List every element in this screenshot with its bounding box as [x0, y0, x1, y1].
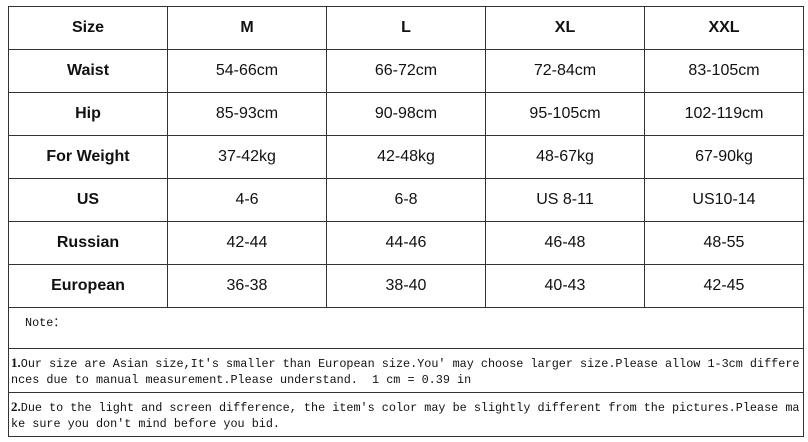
note-item: 2.Due to the light and screen difference… [9, 393, 803, 437]
header-cell: XXL [644, 6, 804, 50]
row-label: European [8, 264, 168, 308]
header-cell: L [326, 6, 486, 50]
cell: 85-93cm [167, 92, 327, 136]
header-row: Size M L XL XXL [8, 6, 804, 50]
cell: 6-8 [326, 178, 486, 222]
cell: 46-48 [485, 221, 645, 265]
row-label: US [8, 178, 168, 222]
cell: 4-6 [167, 178, 327, 222]
note-text: Due to the light and screen difference, … [11, 401, 800, 431]
cell: 83-105cm [644, 49, 804, 93]
cell: 42-45 [644, 264, 804, 308]
cell: 37-42kg [167, 135, 327, 179]
note-text: Our size are Asian size,It's smaller tha… [11, 357, 800, 387]
cell: 95-105cm [485, 92, 645, 136]
header-cell: Size [8, 6, 168, 50]
cell: 42-44 [167, 221, 327, 265]
cell: 48-55 [644, 221, 804, 265]
header-cell: XL [485, 6, 645, 50]
cell: 48-67kg [485, 135, 645, 179]
cell: 54-66cm [167, 49, 327, 93]
table-row: For Weight 37-42kg 42-48kg 48-67kg 67-90kg [8, 135, 804, 179]
table-row: Hip 85-93cm 90-98cm 95-105cm 102-119cm [8, 92, 804, 136]
size-table: Size M L XL XXL Waist 54-66cm 66-72cm 72-84cm 83-… [8, 6, 804, 308]
size-chart: Size M L XL XXL Waist 54-66cm 66-72cm 72-84cm 83-… [8, 6, 808, 437]
cell: 67-90kg [644, 135, 804, 179]
cell: 38-40 [326, 264, 486, 308]
cell: 36-38 [167, 264, 327, 308]
table-row: US 4-6 6-8 US 8-11 US10-14 [8, 178, 804, 222]
cell: US10-14 [644, 178, 804, 222]
table-row: Waist 54-66cm 66-72cm 72-84cm 83-105cm [8, 49, 804, 93]
note-number: 2. [11, 399, 21, 414]
row-label: For Weight [8, 135, 168, 179]
row-label: Waist [8, 49, 168, 93]
row-label: Russian [8, 221, 168, 265]
cell: 44-46 [326, 221, 486, 265]
cell: 90-98cm [326, 92, 486, 136]
note-item: 1.Our size are Asian size,It's smaller t… [9, 349, 803, 393]
cell: US 8-11 [485, 178, 645, 222]
table-row: European 36-38 38-40 40-43 42-45 [8, 264, 804, 308]
cell: 40-43 [485, 264, 645, 308]
cell: 102-119cm [644, 92, 804, 136]
table-row: Russian 42-44 44-46 46-48 48-55 [8, 221, 804, 265]
note-number: 1. [11, 355, 21, 370]
cell: 42-48kg [326, 135, 486, 179]
notes: Note： 1.Our size are Asian size,It's sma… [8, 308, 804, 437]
cell: 66-72cm [326, 49, 486, 93]
cell: 72-84cm [485, 49, 645, 93]
row-label: Hip [8, 92, 168, 136]
header-cell: M [167, 6, 327, 50]
note-label: Note： [9, 308, 803, 349]
